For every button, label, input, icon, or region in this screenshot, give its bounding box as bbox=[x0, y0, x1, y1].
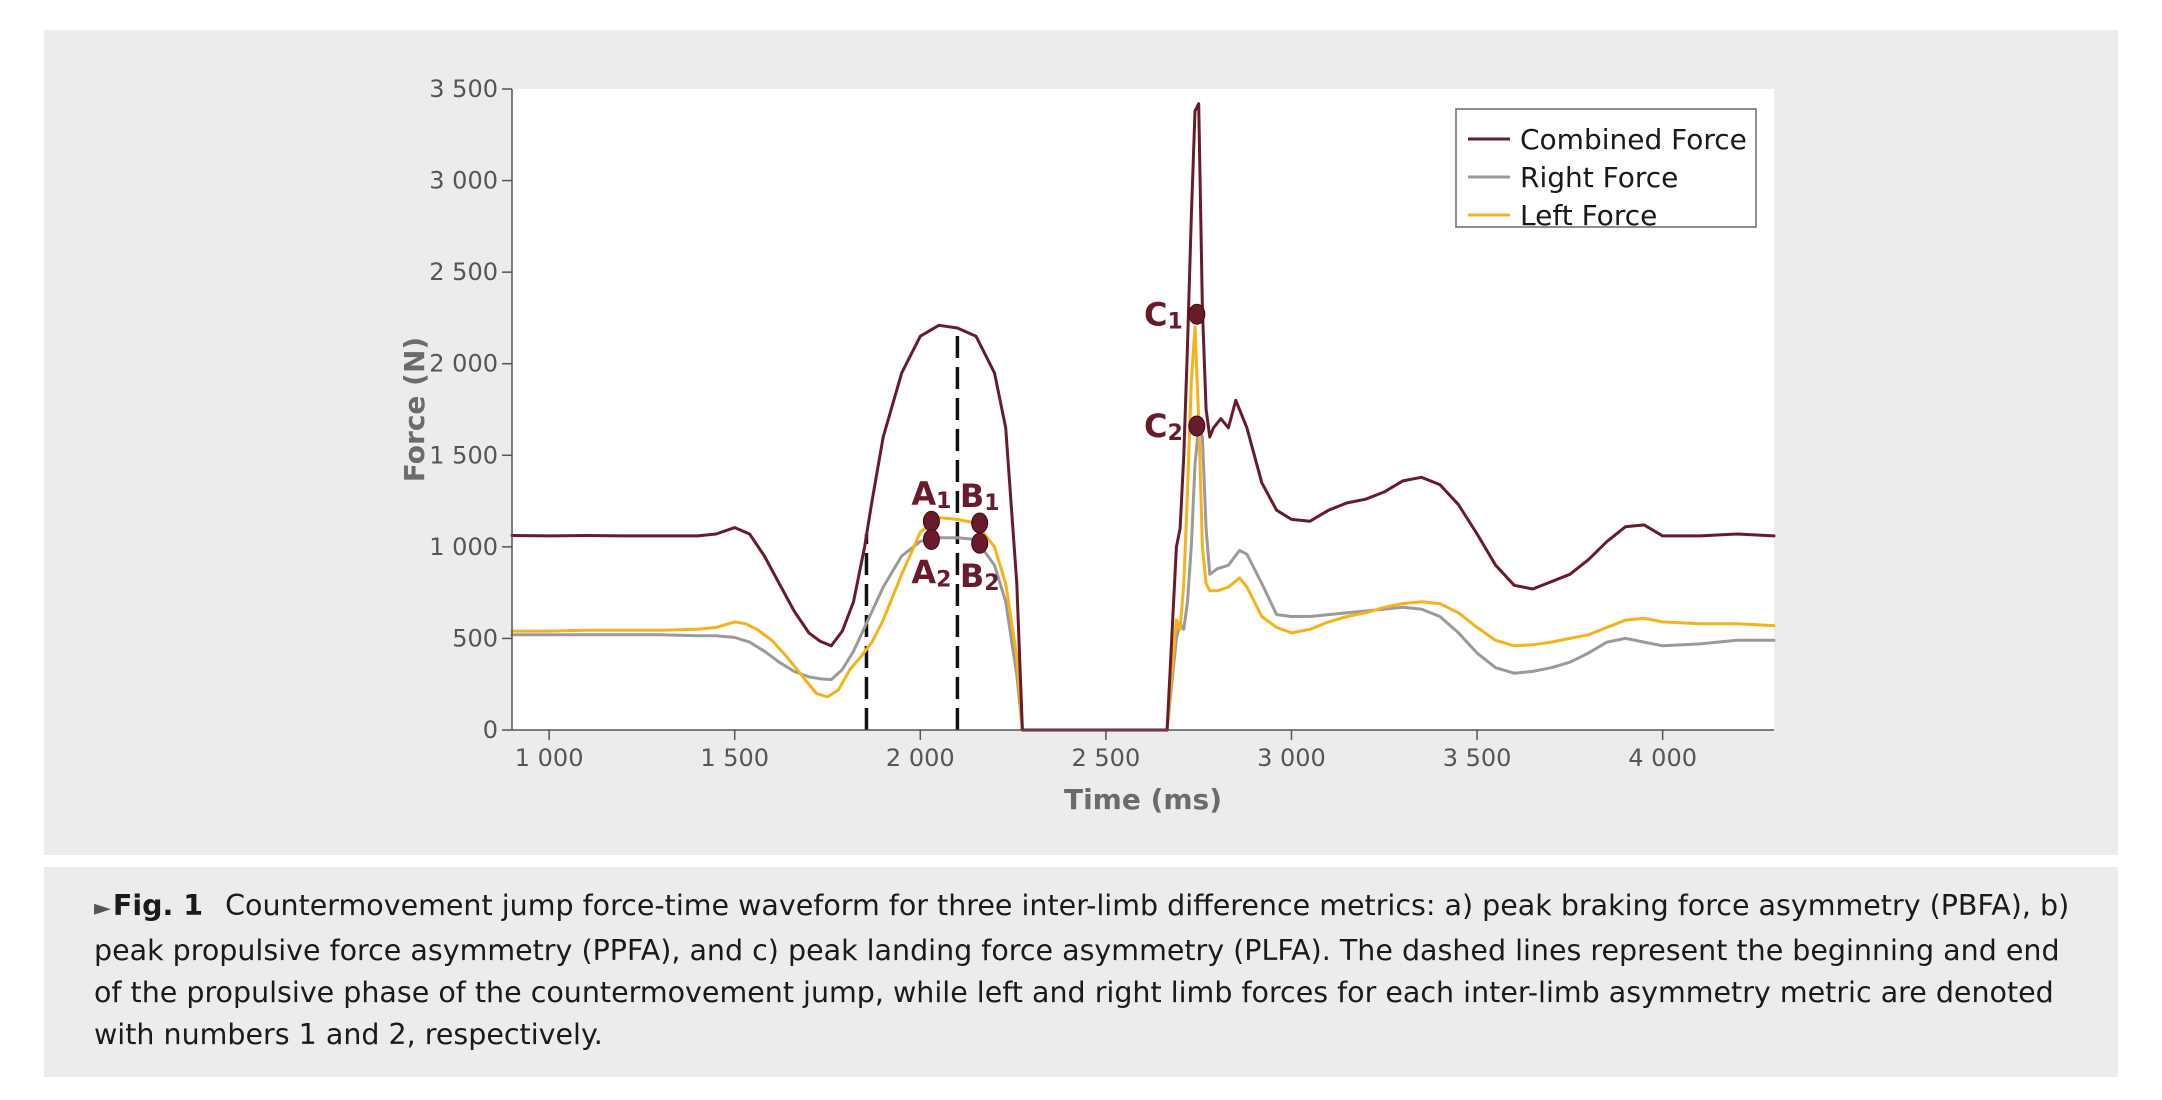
marker-label-b1: B1 bbox=[960, 477, 1000, 516]
legend-label-right: Right Force bbox=[1520, 161, 1678, 194]
y-tick-label: 2 500 bbox=[429, 258, 498, 286]
x-tick-label: 1 500 bbox=[700, 744, 769, 772]
x-tick-label: 3 500 bbox=[1443, 744, 1512, 772]
x-tick-label: 1 000 bbox=[515, 744, 584, 772]
legend: Combined Force Right Force Left Force bbox=[1455, 108, 1757, 232]
marker-subscript: 1 bbox=[1168, 309, 1183, 334]
marker-letter: A bbox=[911, 475, 936, 513]
legend-label-left: Left Force bbox=[1520, 199, 1657, 232]
y-axis-title: Force (N) bbox=[398, 337, 431, 482]
marker-c1 bbox=[1188, 303, 1206, 325]
legend-box bbox=[1455, 108, 1757, 228]
x-axis-title: Time (ms) bbox=[1064, 783, 1222, 816]
propulsive-phase-lines bbox=[864, 327, 960, 730]
marker-letter: B bbox=[960, 557, 984, 595]
marker-subscript: 1 bbox=[936, 489, 951, 514]
marker-letter: C bbox=[1144, 407, 1167, 445]
axis-ticks: 1 000 1 500 2 000 2 500 3 000 3 500 4 000 0 500 1… bbox=[429, 75, 1697, 772]
y-tick-label: 2 000 bbox=[429, 350, 498, 378]
figure-caption: ►Fig. 1 Countermovement jump force-time w… bbox=[94, 885, 2084, 1056]
marker-a2 bbox=[922, 529, 940, 551]
marker-subscript: 2 bbox=[984, 571, 999, 596]
marker-letter: A bbox=[911, 554, 936, 592]
marker-label-b2: B2 bbox=[960, 557, 1000, 596]
x-tick-label: 3 000 bbox=[1257, 744, 1326, 772]
x-tick-label: 2 500 bbox=[1072, 744, 1141, 772]
chart: 1 000 1 500 2 000 2 500 3 000 3 500 4 000 0 500 1… bbox=[398, 75, 1776, 816]
caption-label: Fig. 1 bbox=[112, 889, 204, 922]
series-lines bbox=[510, 102, 1776, 732]
y-tick-label: 3 000 bbox=[429, 167, 498, 195]
left-force-line bbox=[510, 325, 1776, 732]
marker-label-a2: A2 bbox=[911, 554, 951, 593]
x-tick-label: 2 000 bbox=[886, 744, 955, 772]
y-tick-label: 1 500 bbox=[429, 441, 498, 469]
marker-letter: C bbox=[1144, 295, 1167, 333]
right-force-line bbox=[510, 424, 1776, 732]
y-tick-label: 500 bbox=[452, 624, 498, 652]
y-tick-label: 0 bbox=[483, 716, 498, 744]
marker-b2 bbox=[971, 532, 989, 554]
marker-letter: B bbox=[960, 477, 984, 515]
legend-label-combined: Combined Force bbox=[1520, 123, 1747, 156]
y-tick-label: 3 500 bbox=[429, 75, 498, 103]
figure-panel: 1 000 1 500 2 000 2 500 3 000 3 500 4 000 0 500 1… bbox=[44, 30, 2118, 855]
caption-marker-icon: ► bbox=[94, 896, 111, 921]
legend-items: Combined Force Right Force Left Force bbox=[1468, 123, 1747, 232]
x-tick-label: 4 000 bbox=[1628, 744, 1697, 772]
marker-c2 bbox=[1188, 415, 1206, 437]
marker-label-c1: C1 bbox=[1144, 295, 1183, 334]
marker-subscript: 2 bbox=[936, 568, 951, 593]
marker-subscript: 1 bbox=[984, 491, 999, 516]
caption-panel: ►Fig. 1 Countermovement jump force-time w… bbox=[44, 867, 2118, 1077]
caption-body: Countermovement jump force-time waveform… bbox=[94, 889, 2070, 1051]
marker-label-a1: A1 bbox=[911, 475, 951, 514]
marker-subscript: 2 bbox=[1168, 421, 1183, 446]
y-tick-label: 1 000 bbox=[429, 533, 498, 561]
marker-label-c2: C2 bbox=[1144, 407, 1183, 446]
combined-force-line bbox=[510, 102, 1776, 732]
